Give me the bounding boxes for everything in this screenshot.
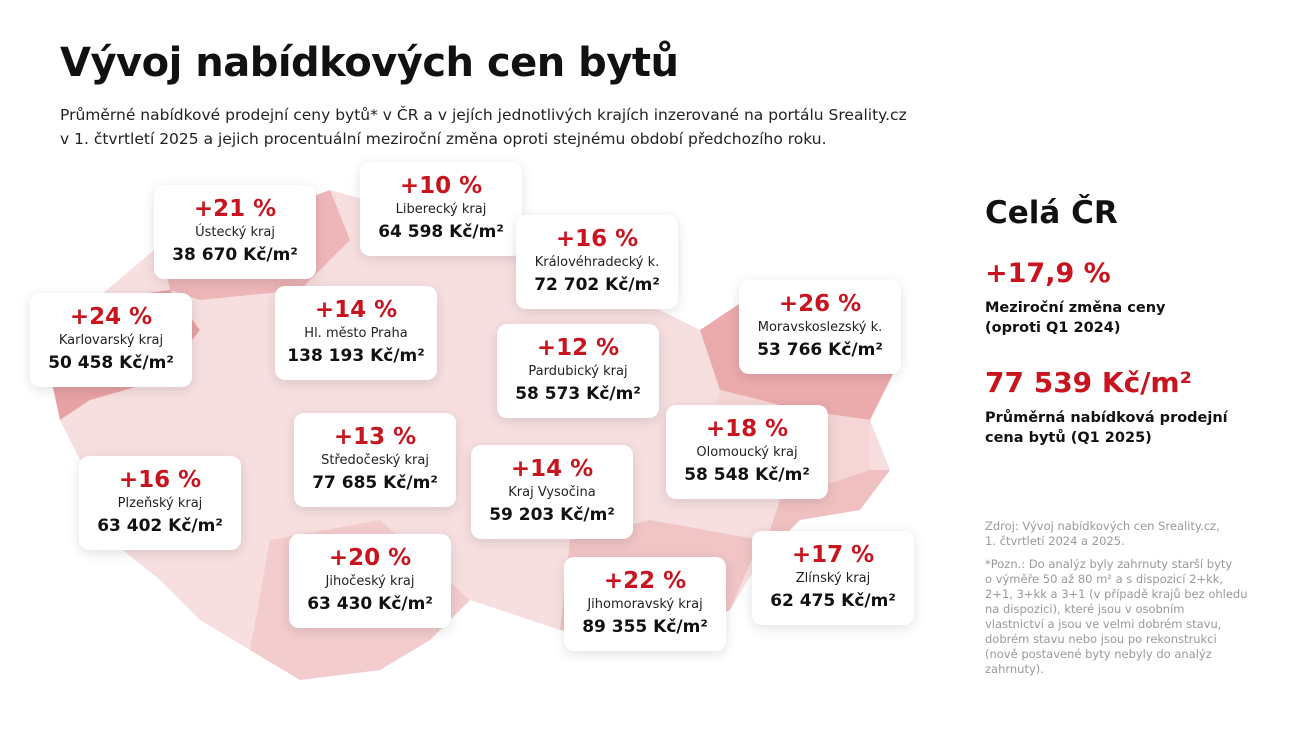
region-name: Kraj Vysočina xyxy=(508,485,596,500)
footnote: *Pozn.: Do analýz byly zahrnuty starší b… xyxy=(985,557,1248,677)
region-price: 64 598 Kč/m² xyxy=(378,222,504,242)
note-line: vlastnictví a jsou ve velmi dobrém stavu… xyxy=(985,617,1222,631)
summary-change-label: Meziroční změna ceny (oproti Q1 2024) xyxy=(985,298,1165,338)
region-price: 50 458 Kč/m² xyxy=(48,353,174,373)
region-card: +22 % Jihomoravský kraj 89 355 Kč/m² xyxy=(564,557,726,651)
region-price: 138 193 Kč/m² xyxy=(287,346,425,366)
region-change: +18 % xyxy=(705,416,789,442)
region-name: Hl. město Praha xyxy=(304,326,408,341)
region-card: +17 % Zlínský kraj 62 475 Kč/m² xyxy=(752,531,914,625)
subtitle-line: v 1. čtvrtletí 2025 a jejich procentuáln… xyxy=(60,130,827,148)
note-line: Zdroj: Vývoj nabídkových cen Sreality.cz… xyxy=(985,519,1220,533)
region-card: +16 % Plzeňský kraj 63 402 Kč/m² xyxy=(79,456,241,550)
label-line: Meziroční změna ceny xyxy=(985,300,1166,316)
summary-price: 77 539 Kč/m² xyxy=(985,366,1192,399)
region-card: +18 % Olomoucký kraj 58 548 Kč/m² xyxy=(666,405,828,499)
region-change: +20 % xyxy=(328,545,412,571)
region-change: +10 % xyxy=(399,173,483,199)
region-name: Karlovarský kraj xyxy=(58,333,164,348)
region-card: +13 % Středočeský kraj 77 685 Kč/m² xyxy=(294,413,456,507)
region-name: Jihomoravský kraj xyxy=(587,597,703,612)
source: Zdroj: Vývoj nabídkových cen Sreality.cz… xyxy=(985,519,1220,549)
region-change: +22 % xyxy=(603,568,687,594)
region-change: +12 % xyxy=(536,335,620,361)
region-change: +21 % xyxy=(193,196,277,222)
region-change: +13 % xyxy=(333,424,417,450)
note-line: na dispozici), které jsou v osobním xyxy=(985,602,1185,616)
region-card: +16 % Královéhradecký k. 72 702 Kč/m² xyxy=(516,215,678,309)
region-name: Olomoucký kraj xyxy=(696,445,798,460)
region-card: +10 % Liberecký kraj 64 598 Kč/m² xyxy=(360,162,522,256)
region-price: 89 355 Kč/m² xyxy=(582,617,708,637)
subtitle-line: Průměrné nabídkové prodejní ceny bytů* v… xyxy=(60,106,907,124)
subtitle: Průměrné nabídkové prodejní ceny bytů* v… xyxy=(60,103,907,151)
title: Vývoj nabídkových cen bytů xyxy=(60,40,679,86)
region-change: +17 % xyxy=(791,542,875,568)
summary-change: +17,9 % xyxy=(985,258,1111,289)
note-line: 1. čtvrtletí 2024 a 2025. xyxy=(985,534,1125,548)
region-card: +14 % Hl. město Praha 138 193 Kč/m² xyxy=(275,286,437,380)
region-price: 72 702 Kč/m² xyxy=(534,275,660,295)
region-card: +26 % Moravskoslezský k. 53 766 Kč/m² xyxy=(739,280,901,374)
region-name: Liberecký kraj xyxy=(395,202,487,217)
region-card: +20 % Jihočeský kraj 63 430 Kč/m² xyxy=(289,534,451,628)
region-price: 63 402 Kč/m² xyxy=(97,516,223,536)
label-line: (oproti Q1 2024) xyxy=(985,320,1121,336)
region-price: 53 766 Kč/m² xyxy=(757,340,883,360)
note-line: zahrnuty). xyxy=(985,662,1044,676)
region-change: +14 % xyxy=(510,456,594,482)
region-change: +26 % xyxy=(778,291,862,317)
summary-price-label: Průměrná nabídková prodejní cena bytů (Q… xyxy=(985,408,1228,448)
label-line: cena bytů (Q1 2025) xyxy=(985,430,1152,446)
note-line: *Pozn.: Do analýz byly zahrnuty starší b… xyxy=(985,557,1233,571)
region-price: 38 670 Kč/m² xyxy=(172,245,298,265)
region-card: +21 % Ústecký kraj 38 670 Kč/m² xyxy=(154,185,316,279)
region-change: +24 % xyxy=(69,304,153,330)
region-change: +16 % xyxy=(118,467,202,493)
region-card: +14 % Kraj Vysočina 59 203 Kč/m² xyxy=(471,445,633,539)
region-name: Plzeňský kraj xyxy=(117,496,203,511)
region-name: Pardubický kraj xyxy=(528,364,628,379)
note-line: o výměře 50 až 80 m² a s dispozicí 2+kk, xyxy=(985,572,1224,586)
region-price: 58 548 Kč/m² xyxy=(684,465,810,485)
region-price: 59 203 Kč/m² xyxy=(489,505,615,525)
region-name: Ústecký kraj xyxy=(195,225,275,240)
note-line: (nově postavené byty nebyly do analýz xyxy=(985,647,1212,661)
note-line: dobrém stavu nebo jsou po rekonstrukci xyxy=(985,632,1217,646)
region-name: Jihočeský kraj xyxy=(325,574,415,589)
label-line: Průměrná nabídková prodejní xyxy=(985,410,1228,426)
region-price: 77 685 Kč/m² xyxy=(312,473,438,493)
region-name: Královéhradecký k. xyxy=(534,255,660,270)
summary-title: Celá ČR xyxy=(985,195,1118,231)
region-card: +12 % Pardubický kraj 58 573 Kč/m² xyxy=(497,324,659,418)
region-change: +16 % xyxy=(555,226,639,252)
note-line: 2+1, 3+kk a 3+1 (v případě krajů bez ohl… xyxy=(985,587,1248,601)
region-name: Moravskoslezský k. xyxy=(757,320,883,335)
region-price: 63 430 Kč/m² xyxy=(307,594,433,614)
region-price: 58 573 Kč/m² xyxy=(515,384,641,404)
region-card: +24 % Karlovarský kraj 50 458 Kč/m² xyxy=(30,293,192,387)
region-price: 62 475 Kč/m² xyxy=(770,591,896,611)
region-name: Středočeský kraj xyxy=(321,453,429,468)
region-name: Zlínský kraj xyxy=(795,571,871,586)
region-shape xyxy=(760,470,890,560)
region-change: +14 % xyxy=(314,297,398,323)
